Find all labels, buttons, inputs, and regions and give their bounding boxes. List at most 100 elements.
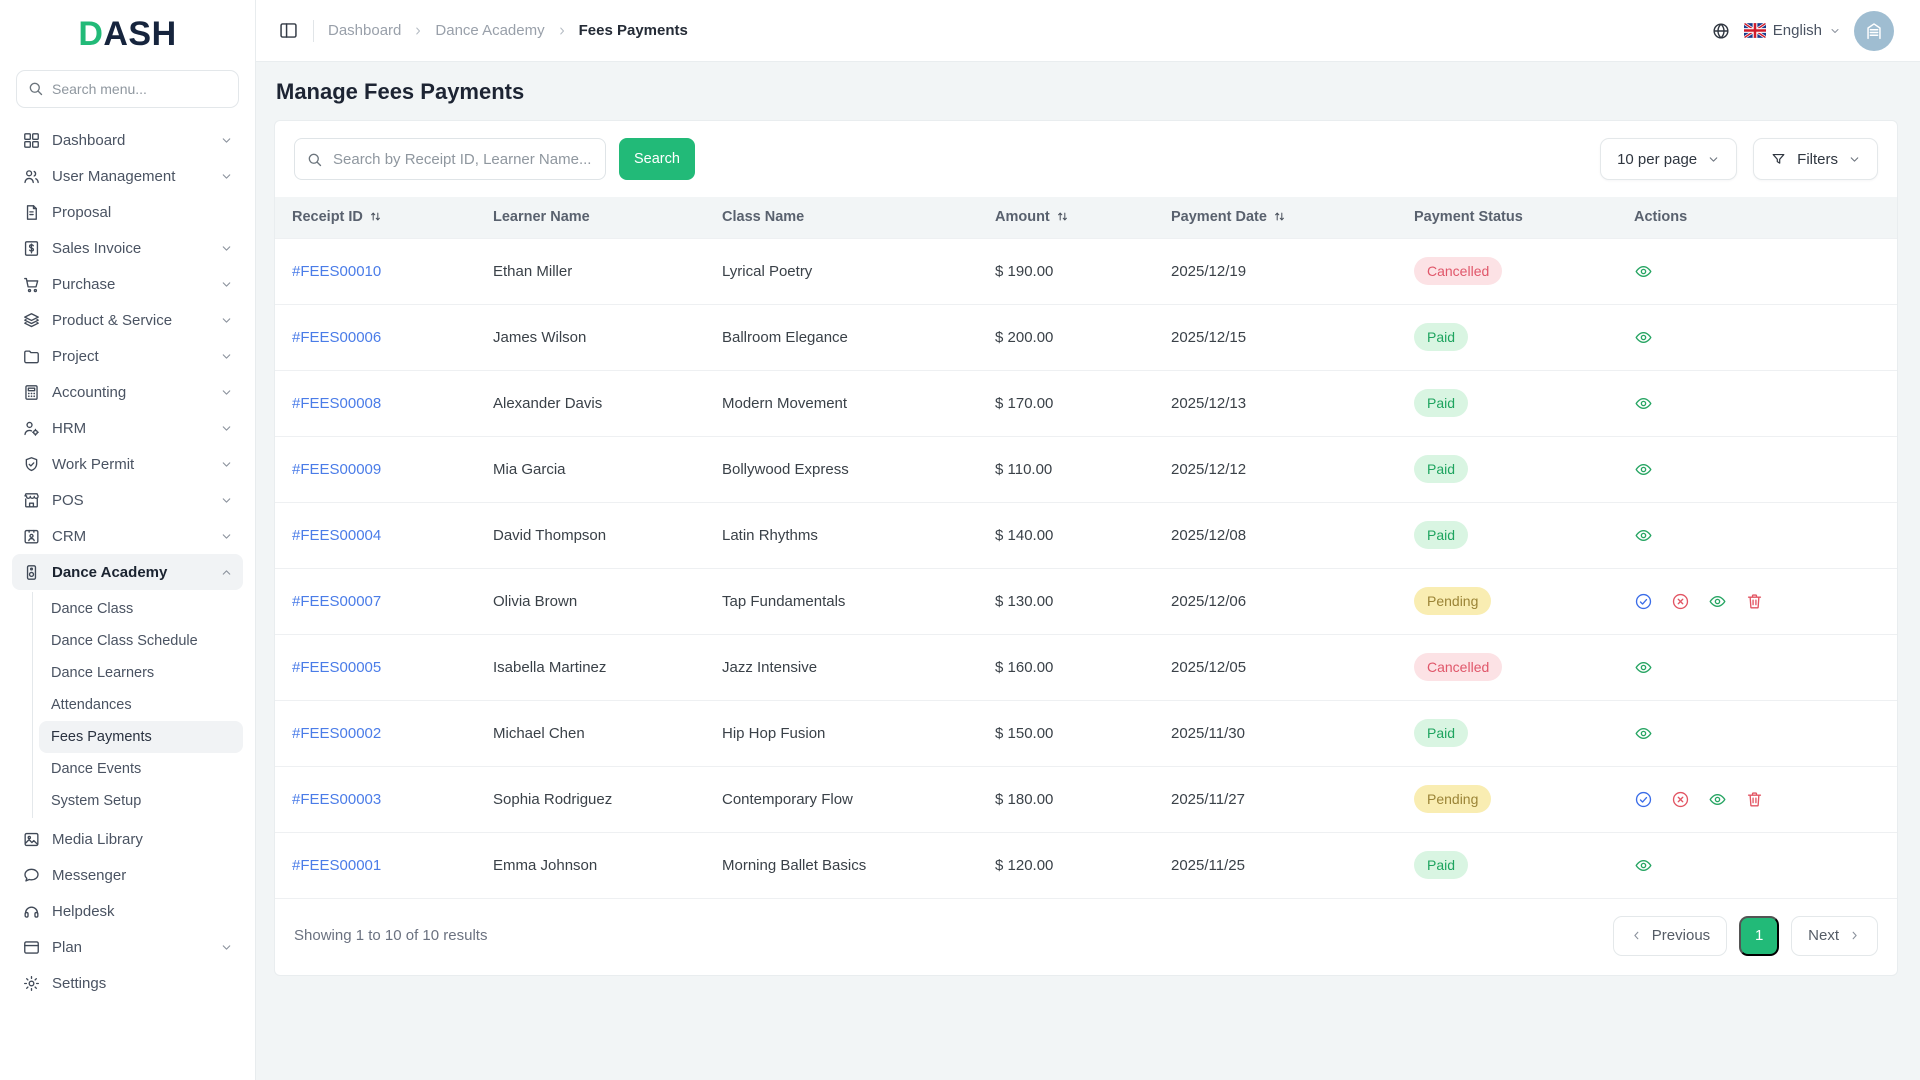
column-header-receipt-id[interactable]: Receipt ID	[275, 197, 476, 238]
payment-date-cell: 2025/11/27	[1154, 766, 1397, 832]
sidebar-subitem-system-setup[interactable]: System Setup	[39, 785, 243, 817]
view-action-icon[interactable]	[1634, 262, 1653, 281]
amount-cell: $ 120.00	[978, 832, 1154, 898]
brand-logo[interactable]: DASH	[0, 0, 255, 68]
status-badge: Paid	[1414, 389, 1468, 417]
column-header-payment-date[interactable]: Payment Date	[1154, 197, 1397, 238]
sidebar-item-proposal[interactable]: Proposal	[12, 194, 243, 230]
topbar-right: English	[1711, 11, 1894, 51]
amount-cell: $ 190.00	[978, 238, 1154, 304]
receipt-id-link[interactable]: #FEES00003	[292, 791, 381, 808]
per-page-select[interactable]: 10 per page	[1600, 138, 1737, 180]
class-name-cell: Latin Rhythms	[705, 502, 978, 568]
sidebar-subitem-dance-learners[interactable]: Dance Learners	[39, 657, 243, 689]
table-row: #FEES00009Mia GarciaBollywood Express$ 1…	[275, 436, 1897, 502]
row-actions	[1634, 569, 1893, 634]
receipt-id-link[interactable]: #FEES00010	[292, 263, 381, 280]
sidebar-item-media-library[interactable]: Media Library	[12, 821, 243, 857]
delete-action-icon[interactable]	[1745, 790, 1764, 809]
sidebar-item-pos[interactable]: POS	[12, 482, 243, 518]
view-action-icon[interactable]	[1634, 856, 1653, 875]
class-name-cell: Morning Ballet Basics	[705, 832, 978, 898]
pagination: Previous 1 Next	[1613, 916, 1878, 956]
approve-action-icon[interactable]	[1634, 790, 1653, 809]
chevron-right-icon	[556, 25, 568, 37]
sidebar-item-hrm[interactable]: HRM	[12, 410, 243, 446]
sidebar-item-dance-academy[interactable]: Dance Academy	[12, 554, 243, 590]
receipt-id-link[interactable]: #FEES00006	[292, 329, 381, 346]
receipt-id-link[interactable]: #FEES00002	[292, 725, 381, 742]
id-card-icon	[22, 527, 41, 546]
dashboard-icon	[22, 131, 41, 150]
sidebar-subitem-attendances[interactable]: Attendances	[39, 689, 243, 721]
sidebar-item-plan[interactable]: Plan	[12, 929, 243, 965]
sidebar-item-user-management[interactable]: User Management	[12, 158, 243, 194]
reject-action-icon[interactable]	[1671, 790, 1690, 809]
sidebar-item-crm[interactable]: CRM	[12, 518, 243, 554]
delete-action-icon[interactable]	[1745, 592, 1764, 611]
previous-label: Previous	[1652, 927, 1710, 944]
column-header-class-name: Class Name	[705, 197, 978, 238]
approve-action-icon[interactable]	[1634, 592, 1653, 611]
sidebar-item-settings[interactable]: Settings	[12, 965, 243, 1001]
sidebar-item-accounting[interactable]: Accounting	[12, 374, 243, 410]
sidebar-item-sales-invoice[interactable]: Sales Invoice	[12, 230, 243, 266]
receipt-id-link[interactable]: #FEES00001	[292, 857, 381, 874]
avatar[interactable]	[1854, 11, 1894, 51]
sidebar-item-purchase[interactable]: Purchase	[12, 266, 243, 302]
chevron-down-icon	[220, 314, 233, 327]
view-action-icon[interactable]	[1708, 790, 1727, 809]
receipt-id-link[interactable]: #FEES00007	[292, 593, 381, 610]
reject-action-icon[interactable]	[1671, 592, 1690, 611]
receipt-id-link[interactable]: #FEES00004	[292, 527, 381, 544]
sidebar-subitem-dance-class[interactable]: Dance Class	[39, 593, 243, 625]
receipt-id-link[interactable]: #FEES00009	[292, 461, 381, 478]
sidebar-search-input[interactable]	[16, 70, 239, 108]
learner-name-cell: Mia Garcia	[476, 436, 705, 502]
layers-icon	[22, 311, 41, 330]
view-action-icon[interactable]	[1634, 460, 1653, 479]
current-page-button[interactable]: 1	[1739, 916, 1779, 956]
language-selector[interactable]: English	[1744, 22, 1841, 39]
sort-icon[interactable]	[368, 209, 383, 224]
previous-page-button[interactable]: Previous	[1613, 916, 1727, 956]
view-action-icon[interactable]	[1708, 592, 1727, 611]
sidebar-subitem-fees-payments[interactable]: Fees Payments	[39, 721, 243, 753]
sidebar-item-work-permit[interactable]: Work Permit	[12, 446, 243, 482]
chevron-down-icon	[220, 278, 233, 291]
search-button[interactable]: Search	[619, 138, 695, 180]
view-action-icon[interactable]	[1634, 328, 1653, 347]
filters-button[interactable]: Filters	[1753, 138, 1878, 180]
table-search-input[interactable]	[294, 138, 606, 180]
sidebar-item-helpdesk[interactable]: Helpdesk	[12, 893, 243, 929]
payment-date-cell: 2025/12/13	[1154, 370, 1397, 436]
column-header-amount[interactable]: Amount	[978, 197, 1154, 238]
sidebar-item-label: Dashboard	[52, 132, 209, 149]
sort-icon[interactable]	[1055, 209, 1070, 224]
chevron-up-icon	[220, 566, 233, 579]
receipt-id-link[interactable]: #FEES00005	[292, 659, 381, 676]
view-action-icon[interactable]	[1634, 394, 1653, 413]
globe-icon[interactable]	[1711, 21, 1731, 41]
next-page-button[interactable]: Next	[1791, 916, 1878, 956]
sidebar-subitem-dance-events[interactable]: Dance Events	[39, 753, 243, 785]
sidebar-subitem-dance-class-schedule[interactable]: Dance Class Schedule	[39, 625, 243, 657]
breadcrumb-item-dance-academy[interactable]: Dance Academy	[435, 22, 544, 39]
breadcrumb-item-dashboard[interactable]: Dashboard	[328, 22, 401, 39]
sidebar-item-project[interactable]: Project	[12, 338, 243, 374]
sidebar-toggle-icon[interactable]	[278, 20, 299, 41]
receipt-id-link[interactable]: #FEES00008	[292, 395, 381, 412]
sidebar-item-dashboard[interactable]: Dashboard	[12, 122, 243, 158]
sidebar-item-label: Helpdesk	[52, 903, 233, 920]
filters-label: Filters	[1797, 151, 1838, 168]
sidebar-item-product-and-service[interactable]: Product & Service	[12, 302, 243, 338]
row-actions	[1634, 239, 1893, 304]
view-action-icon[interactable]	[1634, 658, 1653, 677]
sort-icon[interactable]	[1272, 209, 1287, 224]
sidebar-item-label: HRM	[52, 420, 209, 437]
view-action-icon[interactable]	[1634, 724, 1653, 743]
learner-name-cell: Isabella Martinez	[476, 634, 705, 700]
sidebar-item-messenger[interactable]: Messenger	[12, 857, 243, 893]
view-action-icon[interactable]	[1634, 526, 1653, 545]
column-label: Actions	[1634, 209, 1687, 225]
